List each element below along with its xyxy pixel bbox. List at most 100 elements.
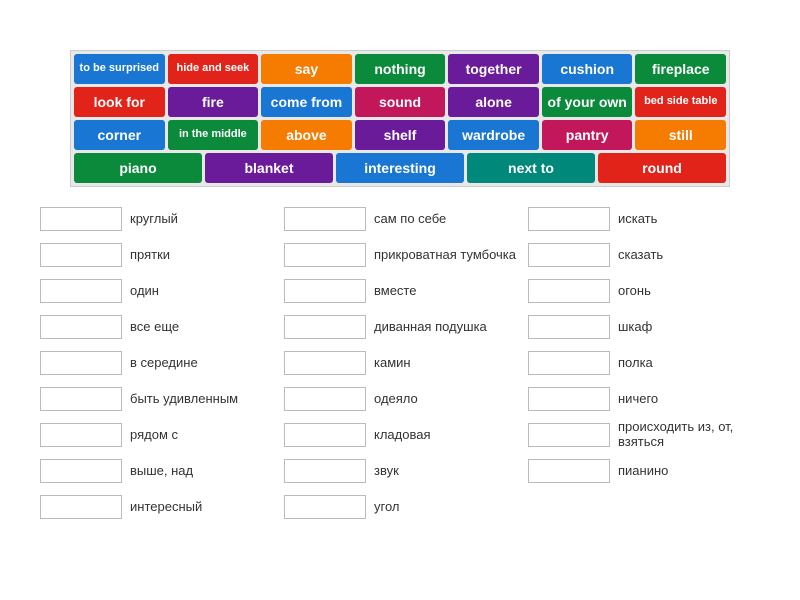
drop-box[interactable] (284, 351, 366, 375)
answer-item: вместе (284, 273, 516, 309)
word-tile[interactable]: next to (467, 153, 595, 183)
answer-item: одеяло (284, 381, 516, 417)
word-tile[interactable]: piano (74, 153, 202, 183)
word-tile[interactable]: round (598, 153, 726, 183)
answer-column-2: сам по себеприкроватная тумбочкавместеди… (284, 201, 516, 525)
answer-label: ничего (618, 392, 658, 407)
answer-item: прятки (40, 237, 272, 273)
answer-label: быть удивленным (130, 392, 238, 407)
drop-box[interactable] (40, 207, 122, 231)
answer-label: вместе (374, 284, 416, 299)
word-tile[interactable]: nothing (355, 54, 446, 84)
word-row: to be surprisedhide and seeksaynothingto… (74, 54, 726, 84)
word-tile[interactable]: sound (355, 87, 446, 117)
word-tile[interactable]: blanket (205, 153, 333, 183)
answer-label: полка (618, 356, 653, 371)
word-tile[interactable]: shelf (355, 120, 446, 150)
word-tile[interactable]: wardrobe (448, 120, 539, 150)
word-tile[interactable]: fireplace (635, 54, 726, 84)
drop-box[interactable] (528, 315, 610, 339)
answer-label: в середине (130, 356, 198, 371)
word-tile[interactable]: corner (74, 120, 165, 150)
word-tile[interactable]: look for (74, 87, 165, 117)
answer-label: выше, над (130, 464, 193, 479)
answer-item: искать (528, 201, 760, 237)
word-tile[interactable]: together (448, 54, 539, 84)
drop-box[interactable] (528, 351, 610, 375)
answer-label: звук (374, 464, 399, 479)
word-tile[interactable]: cushion (542, 54, 633, 84)
answer-item: угол (284, 489, 516, 525)
word-tile[interactable]: say (261, 54, 352, 84)
drop-box[interactable] (40, 279, 122, 303)
answer-item: все еще (40, 309, 272, 345)
word-tile[interactable]: alone (448, 87, 539, 117)
answer-item: камин (284, 345, 516, 381)
drop-box[interactable] (528, 279, 610, 303)
drop-box[interactable] (40, 243, 122, 267)
drop-box[interactable] (284, 423, 366, 447)
answer-label: кладовая (374, 428, 431, 443)
answer-label: камин (374, 356, 411, 371)
word-tile[interactable]: fire (168, 87, 259, 117)
answer-label: пианино (618, 464, 668, 479)
answer-label: интересный (130, 500, 202, 515)
word-tile[interactable]: still (635, 120, 726, 150)
answer-item: звук (284, 453, 516, 489)
answer-item: происходить из, от, взяться (528, 417, 760, 453)
drop-box[interactable] (528, 387, 610, 411)
drop-box[interactable] (284, 279, 366, 303)
answer-label: рядом с (130, 428, 178, 443)
word-tile[interactable]: to be surprised (74, 54, 165, 84)
drop-box[interactable] (284, 459, 366, 483)
word-row: cornerin the middleaboveshelfwardrobepan… (74, 120, 726, 150)
word-tile[interactable]: bed side table (635, 87, 726, 117)
answer-item: шкаф (528, 309, 760, 345)
answer-item: полка (528, 345, 760, 381)
answer-label: прятки (130, 248, 170, 263)
answer-label: прикроватная тумбочка (374, 248, 516, 263)
word-row: pianoblanketinterestingnext toround (74, 153, 726, 183)
drop-box[interactable] (40, 459, 122, 483)
answer-label: огонь (618, 284, 651, 299)
word-tile[interactable]: come from (261, 87, 352, 117)
drop-box[interactable] (284, 387, 366, 411)
word-tile[interactable]: in the middle (168, 120, 259, 150)
word-tile[interactable]: interesting (336, 153, 464, 183)
drop-box[interactable] (528, 459, 610, 483)
drop-box[interactable] (40, 351, 122, 375)
drop-box[interactable] (528, 243, 610, 267)
answer-label: искать (618, 212, 657, 227)
answer-item: выше, над (40, 453, 272, 489)
drop-box[interactable] (528, 423, 610, 447)
answer-label: происходить из, от, взяться (618, 420, 760, 450)
answer-label: угол (374, 500, 400, 515)
answer-item: пианино (528, 453, 760, 489)
word-tile[interactable]: of your own (542, 87, 633, 117)
drop-box[interactable] (40, 423, 122, 447)
drop-box[interactable] (284, 315, 366, 339)
drop-box[interactable] (40, 495, 122, 519)
answer-label: круглый (130, 212, 178, 227)
drop-box[interactable] (284, 243, 366, 267)
drop-box[interactable] (40, 315, 122, 339)
answer-item: ничего (528, 381, 760, 417)
answer-item: один (40, 273, 272, 309)
drop-box[interactable] (528, 207, 610, 231)
answer-item: рядом с (40, 417, 272, 453)
answer-item: круглый (40, 201, 272, 237)
answer-item: огонь (528, 273, 760, 309)
word-tile[interactable]: above (261, 120, 352, 150)
answer-label: все еще (130, 320, 179, 335)
word-tile[interactable]: pantry (542, 120, 633, 150)
answer-label: сам по себе (374, 212, 446, 227)
answer-item: в середине (40, 345, 272, 381)
answer-label: один (130, 284, 159, 299)
answer-label: одеяло (374, 392, 418, 407)
word-tile[interactable]: hide and seek (168, 54, 259, 84)
answer-item: интересный (40, 489, 272, 525)
drop-box[interactable] (40, 387, 122, 411)
drop-box[interactable] (284, 495, 366, 519)
drop-box[interactable] (284, 207, 366, 231)
answer-item: сказать (528, 237, 760, 273)
